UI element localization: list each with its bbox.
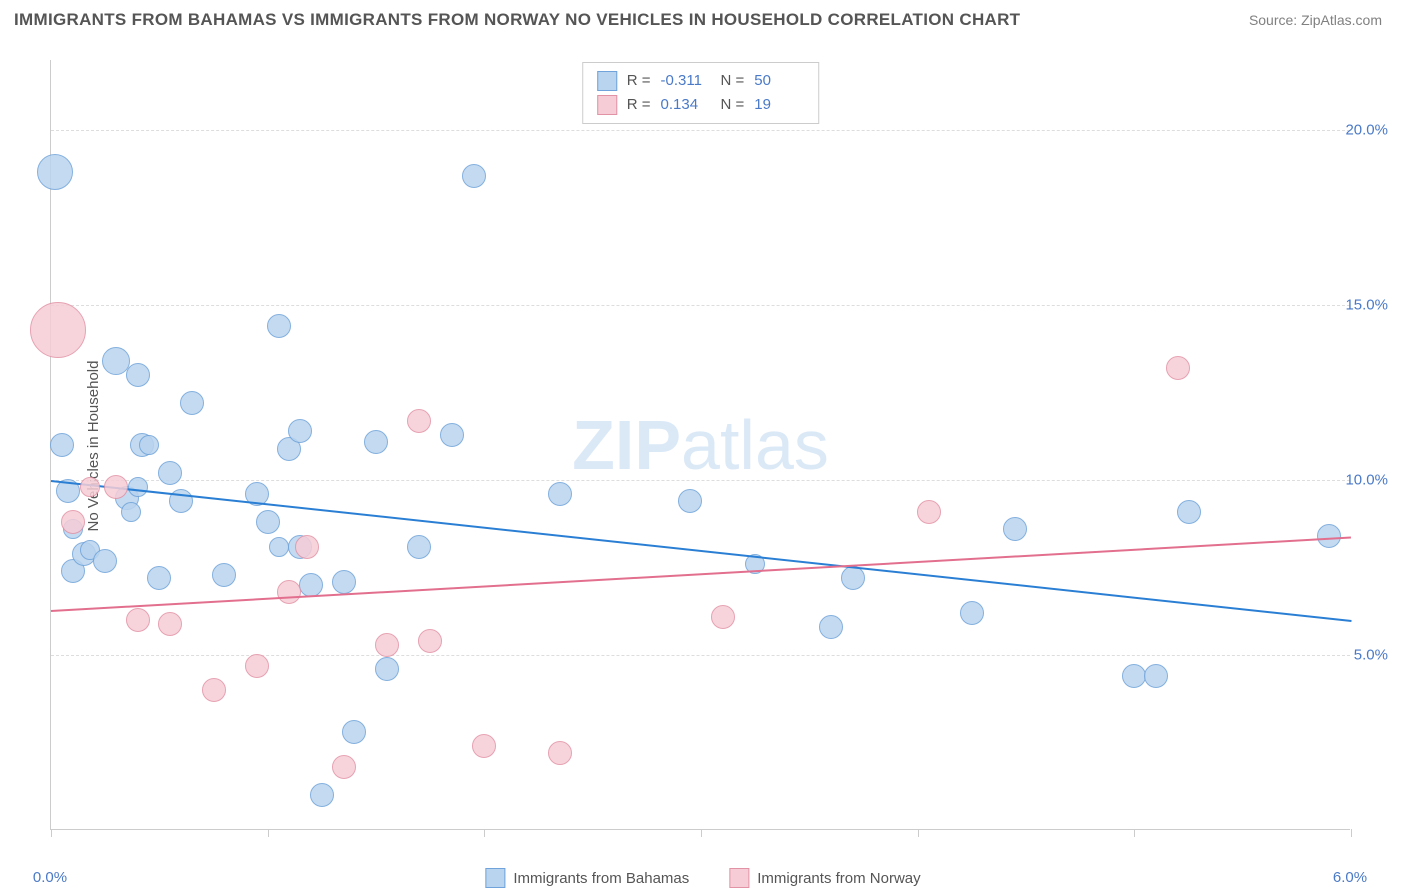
data-point	[364, 430, 388, 454]
data-point	[407, 535, 431, 559]
gridline	[51, 480, 1350, 481]
x-tick	[51, 829, 52, 837]
data-point	[310, 783, 334, 807]
data-point	[342, 720, 366, 744]
data-point	[126, 363, 150, 387]
data-point	[472, 734, 496, 758]
n-label: N =	[721, 93, 745, 117]
chart-title: IMMIGRANTS FROM BAHAMAS VS IMMIGRANTS FR…	[14, 10, 1020, 30]
y-tick-label: 15.0%	[1345, 297, 1388, 314]
x-tick-label: 6.0%	[1333, 869, 1367, 886]
data-point	[180, 391, 204, 415]
x-tick-label: 0.0%	[33, 869, 67, 886]
data-point	[93, 549, 117, 573]
legend-swatch	[597, 95, 617, 115]
data-point	[960, 601, 984, 625]
data-point	[819, 615, 843, 639]
data-point	[375, 657, 399, 681]
gridline	[51, 655, 1350, 656]
data-point	[332, 570, 356, 594]
data-point	[1317, 524, 1341, 548]
chart-plot-area: ZIPatlas R = -0.311 N = 50 R = 0.134 N = 19	[50, 60, 1350, 830]
legend-label: Immigrants from Bahamas	[513, 870, 689, 887]
y-tick-label: 20.0%	[1345, 122, 1388, 139]
data-point	[841, 566, 865, 590]
data-point	[245, 654, 269, 678]
r-label: R =	[627, 69, 651, 93]
data-point	[277, 580, 301, 604]
watermark: ZIPatlas	[572, 405, 829, 485]
data-point	[37, 154, 73, 190]
data-point	[30, 302, 86, 358]
data-point	[80, 477, 100, 497]
data-point	[126, 608, 150, 632]
legend-swatch	[597, 71, 617, 91]
x-tick	[1351, 829, 1352, 837]
legend-label: Immigrants from Norway	[757, 870, 920, 887]
data-point	[462, 164, 486, 188]
data-point	[678, 489, 702, 513]
gridline	[51, 305, 1350, 306]
x-tick	[701, 829, 702, 837]
data-point	[1122, 664, 1146, 688]
data-point	[121, 502, 141, 522]
x-tick	[918, 829, 919, 837]
gridline	[51, 130, 1350, 131]
data-point	[147, 566, 171, 590]
legend-item: Immigrants from Norway	[729, 868, 920, 888]
data-point	[50, 433, 74, 457]
data-point	[267, 314, 291, 338]
stats-row: R = 0.134 N = 19	[597, 93, 805, 117]
data-point	[104, 475, 128, 499]
data-point	[158, 612, 182, 636]
data-point	[288, 419, 312, 443]
data-point	[61, 510, 85, 534]
data-point	[375, 633, 399, 657]
r-value: -0.311	[661, 69, 711, 93]
x-tick	[268, 829, 269, 837]
x-tick	[484, 829, 485, 837]
data-point	[1166, 356, 1190, 380]
data-point	[269, 537, 289, 557]
y-tick-label: 5.0%	[1354, 647, 1388, 664]
legend-swatch	[729, 868, 749, 888]
data-point	[128, 477, 148, 497]
data-point	[212, 563, 236, 587]
data-point	[917, 500, 941, 524]
legend-swatch	[485, 868, 505, 888]
data-point	[1003, 517, 1027, 541]
data-point	[158, 461, 182, 485]
data-point	[407, 409, 431, 433]
r-label: R =	[627, 93, 651, 117]
data-point	[548, 482, 572, 506]
series-legend: Immigrants from Bahamas Immigrants from N…	[485, 868, 920, 888]
n-value: 50	[754, 69, 804, 93]
y-tick-label: 10.0%	[1345, 472, 1388, 489]
data-point	[1144, 664, 1168, 688]
stats-row: R = -0.311 N = 50	[597, 69, 805, 93]
n-label: N =	[721, 69, 745, 93]
data-point	[711, 605, 735, 629]
data-point	[332, 755, 356, 779]
data-point	[256, 510, 280, 534]
data-point	[440, 423, 464, 447]
data-point	[418, 629, 442, 653]
data-point	[1177, 500, 1201, 524]
data-point	[299, 573, 323, 597]
r-value: 0.134	[661, 93, 711, 117]
data-point	[548, 741, 572, 765]
stats-legend: R = -0.311 N = 50 R = 0.134 N = 19	[582, 62, 820, 124]
data-point	[295, 535, 319, 559]
n-value: 19	[754, 93, 804, 117]
data-point	[139, 435, 159, 455]
x-tick	[1134, 829, 1135, 837]
legend-item: Immigrants from Bahamas	[485, 868, 689, 888]
source-label: Source: ZipAtlas.com	[1249, 12, 1382, 28]
data-point	[202, 678, 226, 702]
